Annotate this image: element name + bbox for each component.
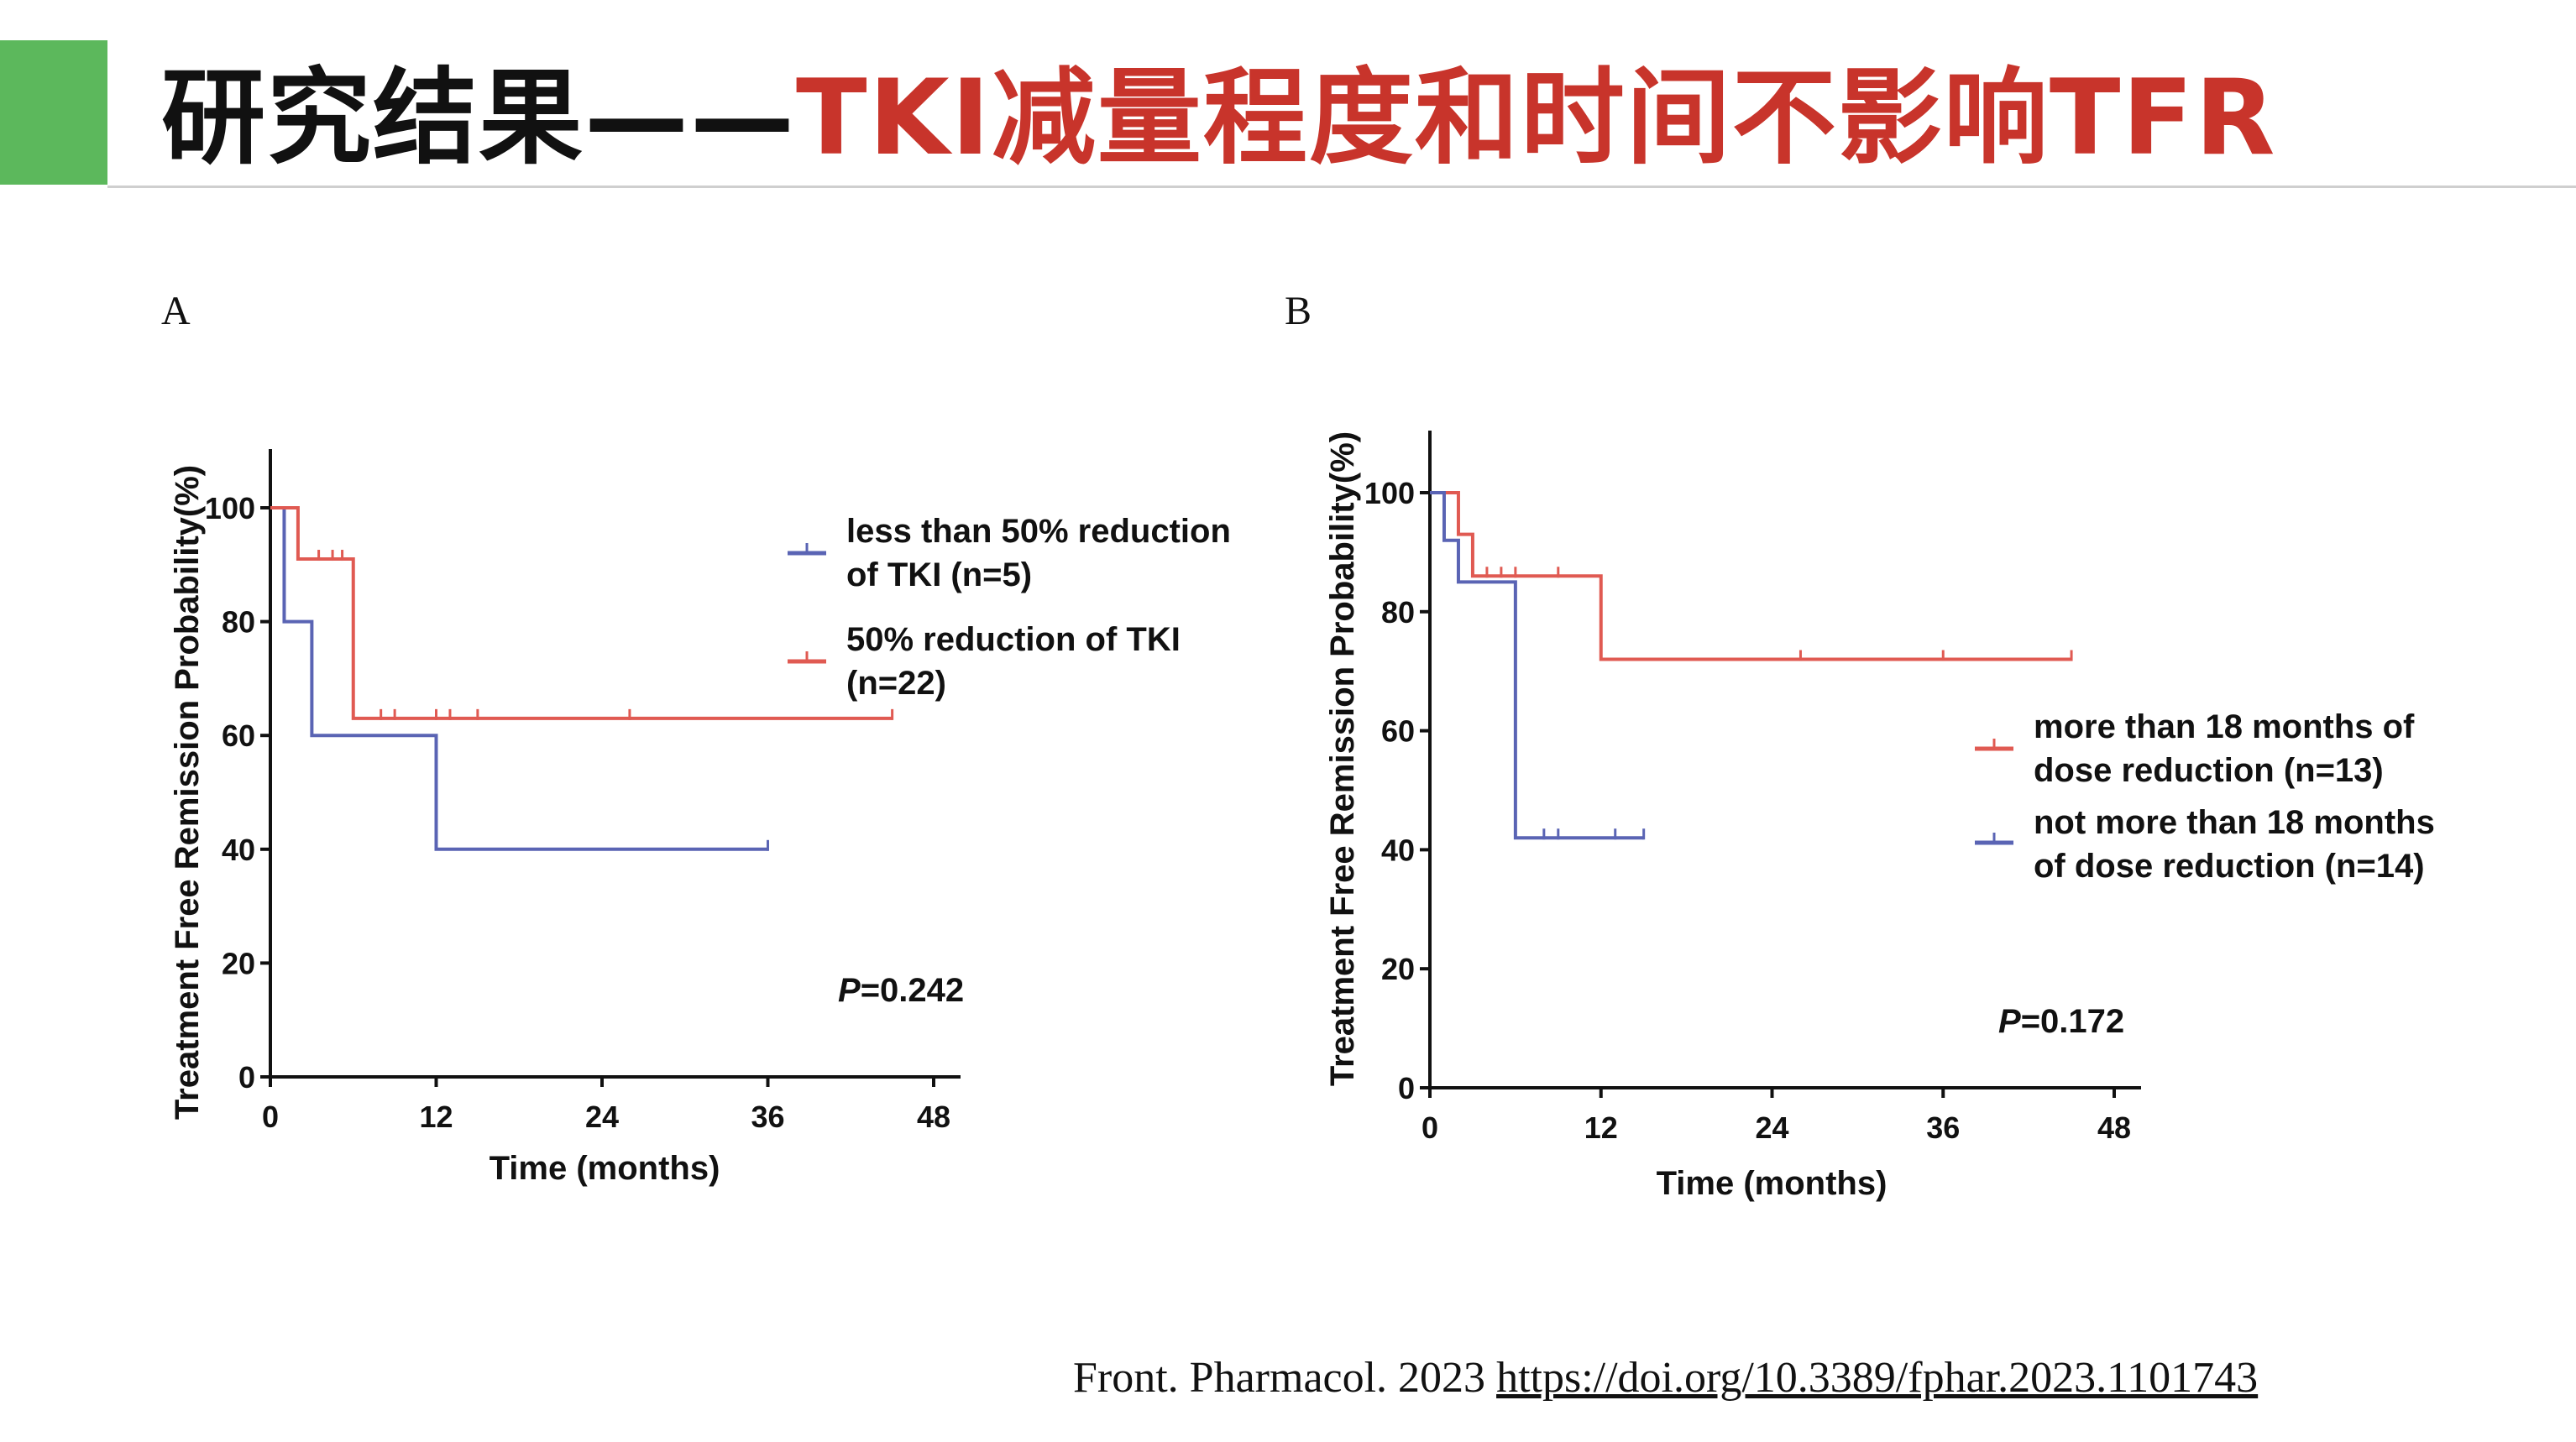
title-divider <box>107 185 2576 188</box>
chart-panel-b: B Treatment Free Remission Probability(%… <box>1285 289 2435 1202</box>
p-symbol-a: P <box>838 972 861 1009</box>
legend-label: dose reduction (n=13) <box>2034 752 2384 789</box>
legend-label: of TKI (n=5) <box>846 556 1032 593</box>
axes-a: 0 20 40 60 80 100 0 12 24 36 48 <box>205 449 961 1134</box>
citation-text: Front. Pharmacol. 2023 <box>1073 1354 1497 1402</box>
y-tick-label: 0 <box>1398 1071 1415 1105</box>
x-tick-label: 0 <box>1422 1110 1438 1145</box>
title-highlight: TKI减量程度和时间不影响TFR <box>796 58 2277 179</box>
panel-label-b: B <box>1285 289 1312 333</box>
x-tick-label: 24 <box>585 1100 619 1134</box>
y-tick-label: 40 <box>1381 833 1415 867</box>
x-tick-label: 48 <box>917 1100 950 1134</box>
legend-label: less than 50% reduction <box>846 513 1231 550</box>
title-prefix: 研究结果—— <box>161 58 797 179</box>
x-tick-label: 0 <box>262 1100 279 1134</box>
citation: Front. Pharmacol. 2023 https://doi.org/1… <box>1073 1353 2258 1403</box>
km-curve-a-0 <box>270 506 768 851</box>
series-group-a <box>270 506 894 851</box>
legend-label: of dose reduction (n=14) <box>2034 848 2425 885</box>
x-tick-label: 36 <box>751 1100 784 1134</box>
x-tick-label: 48 <box>2097 1110 2131 1145</box>
p-value-a: P=0.242 <box>838 972 964 1009</box>
y-axis-label-b: Treatment Free Remission Probability(%) <box>1324 431 1361 1086</box>
y-tick-label: 60 <box>1381 714 1415 749</box>
legend-b: more than 18 months of dose reduction (n=… <box>1975 708 2435 885</box>
p-value-b: P=0.172 <box>1998 1003 2124 1040</box>
x-axis-label-a: Time (months) <box>490 1150 720 1187</box>
x-tick-label: 24 <box>1755 1110 1788 1145</box>
legend-label: 50% reduction of TKI <box>846 621 1181 658</box>
y-axis-label-a: Treatment Free Remission Probability(%) <box>169 465 206 1120</box>
y-tick-label: 60 <box>222 718 255 753</box>
slide-title: 研究结果——TKI减量程度和时间不影响TFR <box>161 55 2277 181</box>
legend-label: not more than 18 months <box>2034 804 2435 841</box>
y-tick-label: 80 <box>1381 595 1415 630</box>
x-axis-label-b: Time (months) <box>1657 1165 1887 1202</box>
legend-a: less than 50% reduction of TKI (n=5) 50% r… <box>788 513 1231 702</box>
p-number-a: =0.242 <box>861 972 964 1009</box>
y-tick-label: 100 <box>205 491 255 525</box>
p-symbol-b: P <box>1998 1003 2021 1040</box>
accent-bar <box>0 40 107 185</box>
x-tick-label: 36 <box>1926 1110 1960 1145</box>
y-tick-label: 20 <box>1381 952 1415 986</box>
y-tick-label: 0 <box>238 1060 255 1095</box>
legend-label: (n=22) <box>846 665 946 702</box>
p-number-b: =0.172 <box>2021 1003 2124 1040</box>
series-group-b <box>1430 491 2073 840</box>
km-curve-a-1 <box>270 506 893 720</box>
x-tick-label: 12 <box>1584 1110 1618 1145</box>
panel-label-a: A <box>161 289 191 333</box>
y-tick-label: 40 <box>222 833 255 867</box>
citation-doi-link[interactable]: https://doi.org/10.3389/fphar.2023.11017… <box>1496 1354 2259 1402</box>
km-curve-b-1 <box>1430 491 1644 840</box>
chart-panel-a: A Treatment Free Remission Probability(%… <box>161 289 1231 1187</box>
y-tick-label: 20 <box>222 946 255 980</box>
axes-b: 0 20 40 60 80 100 0 12 24 36 48 <box>1364 431 2141 1145</box>
km-curve-b-0 <box>1430 491 2072 661</box>
legend-label: more than 18 months of <box>2034 708 2415 745</box>
x-tick-label: 12 <box>419 1100 453 1134</box>
y-tick-label: 80 <box>222 605 255 640</box>
y-tick-label: 100 <box>1364 476 1415 510</box>
